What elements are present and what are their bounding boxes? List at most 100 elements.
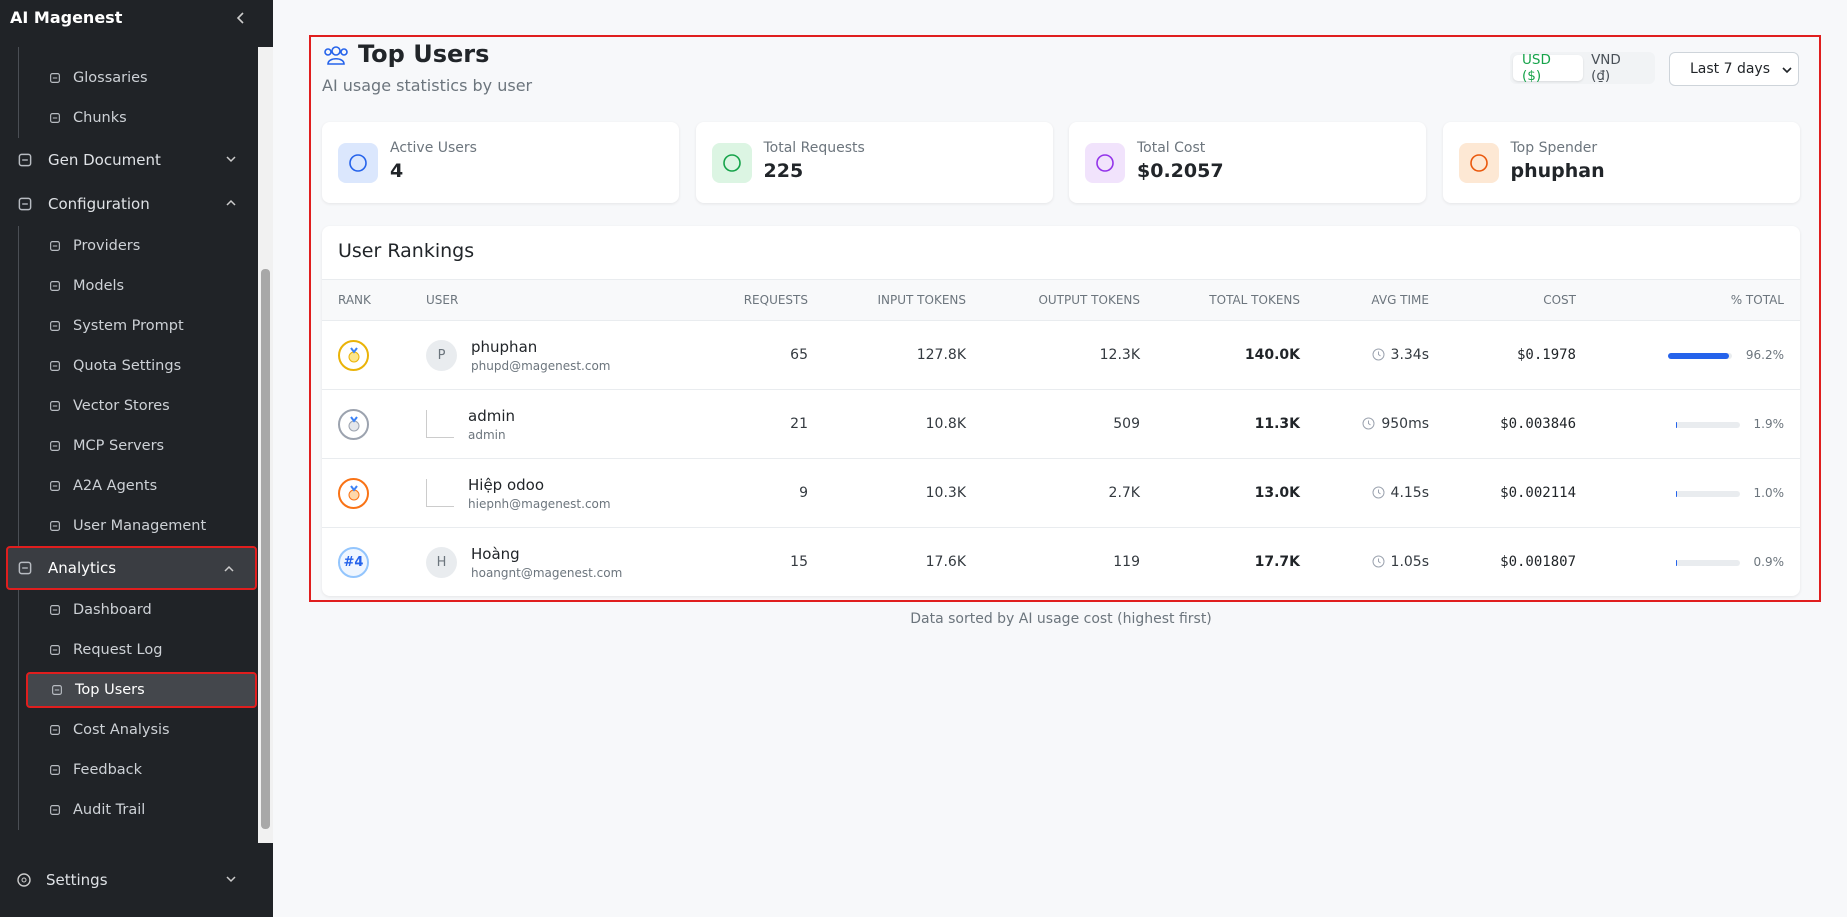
user-text: Hoàng hoangnt@magenest.com [471,545,622,580]
avg-time: 950ms [1381,416,1429,432]
nav-item[interactable]: Quota Settings [0,346,257,386]
user-email: admin [468,427,506,442]
requests: 21 [790,416,808,432]
avg-time-cell: 3.34s [1300,347,1429,363]
nav-item[interactable]: Glossaries [0,58,257,98]
nav-group[interactable]: Settings [0,858,257,902]
card-label: Total Requests [763,140,865,156]
pct-cell: 96.2% [1576,348,1784,362]
currency-option[interactable]: USD ($) [1513,52,1584,84]
output-tokens: 12.3K [1099,347,1140,363]
collapse-button[interactable] [234,11,248,25]
nav-label: Gen Document [48,151,161,169]
column-header: AVG TIME [1371,293,1429,307]
page-title: Top Users [358,40,490,68]
nav-item[interactable]: A2A Agents [0,466,257,506]
requests: 15 [790,554,808,570]
medal-icon [338,477,369,509]
card-icon [711,143,752,183]
nav-item[interactable]: Cost Analysis [0,710,257,750]
card-value: 225 [763,160,804,182]
card-value: phuphan [1510,160,1605,182]
nav-group[interactable]: Analytics [6,546,257,590]
pct-label: 1.9% [1753,417,1785,431]
stat-card: Total Cost $0.2057 [1069,122,1426,203]
highlight-box [309,35,1821,602]
input-tokens: 10.3K [925,485,966,501]
nav-label: Top Users [75,682,145,698]
table-header: RANK USER REQUESTS INPUT TOKENS OUTPUT TOKEN… [322,279,1800,320]
nav-item[interactable]: Audit Trail [0,790,257,830]
scrollbar [258,47,273,843]
column-header: TOTAL TOKENS [1209,293,1300,307]
avatar: H [426,546,457,578]
cost: $0.003846 [1500,416,1576,432]
pct-bar [1675,490,1677,497]
user-cell: admin admin [426,407,720,442]
page-subtitle: AI usage statistics by user [322,76,533,95]
nav-label: Dashboard [73,602,152,618]
currency-toggle: USD ($) VND (₫) [1510,52,1655,84]
spacer [0,47,257,58]
nav-item[interactable]: System Prompt [0,306,257,346]
requests: 65 [790,347,808,363]
nav-item[interactable]: Dashboard [0,590,257,630]
column-header: INPUT TOKENS [877,293,967,307]
cost: $0.001807 [1500,554,1576,570]
nav-label: Models [73,278,125,294]
nav-guide [18,226,19,546]
rank-cell: #4 [338,546,426,578]
nav-item[interactable]: User Management [0,506,257,546]
user-text: phuphan phupd@magenest.com [471,338,611,373]
currency-option[interactable]: VND (₫) [1591,52,1621,84]
nav-item[interactable]: Feedback [0,750,257,790]
table-row: admin admin 21 10.8K 509 11.3K 950ms $0.003846 1… [322,389,1800,458]
nav-item[interactable]: Vector Stores [0,386,257,426]
rank-cell [338,408,426,440]
nav-item[interactable]: Chunks [0,98,257,138]
user-name: Hoàng [471,544,520,563]
nav-item[interactable]: MCP Servers [0,426,257,466]
output-tokens: 2.7K [1108,485,1140,501]
nav-label: A2A Agents [73,478,158,494]
avatar-broken [426,479,454,507]
user-name: Hiệp odoo [468,475,545,494]
nav-item[interactable]: Top Users [26,672,257,708]
nav-label: Providers [73,238,141,254]
pct-label: 0.9% [1753,555,1785,569]
total-tokens: 17.7K [1254,554,1300,570]
avg-time-cell: 4.15s [1300,485,1429,501]
title-icon [324,46,348,65]
pct-label: 1.0% [1753,486,1785,500]
avg-time: 3.34s [1390,347,1429,363]
nav-item[interactable]: Models [0,266,257,306]
user-email: hoangnt@magenest.com [471,565,623,580]
nav-label: Glossaries [73,70,148,86]
column-header: COST [1543,293,1576,307]
output-tokens: 509 [1113,416,1140,432]
nav-item[interactable]: Request Log [0,630,257,670]
period-select[interactable]: Last 7 days [1669,52,1799,86]
medal-icon [338,339,369,371]
card-value: $0.2057 [1137,160,1224,182]
nav-label: System Prompt [73,318,184,334]
requests: 9 [799,485,808,501]
nav-item[interactable]: Providers [0,226,257,266]
nav-group[interactable]: Configuration [0,182,257,226]
nav-label: Chunks [73,110,127,126]
user-text: admin admin [468,407,515,442]
nav-label: Cost Analysis [73,722,170,738]
stat-card: Total Requests 225 [695,122,1053,203]
nav-label: Audit Trail [73,802,146,818]
scrollbar-thumb[interactable] [261,269,270,829]
stat-card: Active Users 4 [322,122,679,203]
cost: $0.1978 [1516,347,1576,363]
nav-group[interactable]: Gen Document [0,138,257,182]
card-label: Top Spender [1510,140,1598,156]
user-cell: Hiệp odoo hiepnh@magenest.com [426,476,720,511]
user-cell: H Hoàng hoangnt@magenest.com [426,545,720,580]
pct-track [1675,421,1740,428]
